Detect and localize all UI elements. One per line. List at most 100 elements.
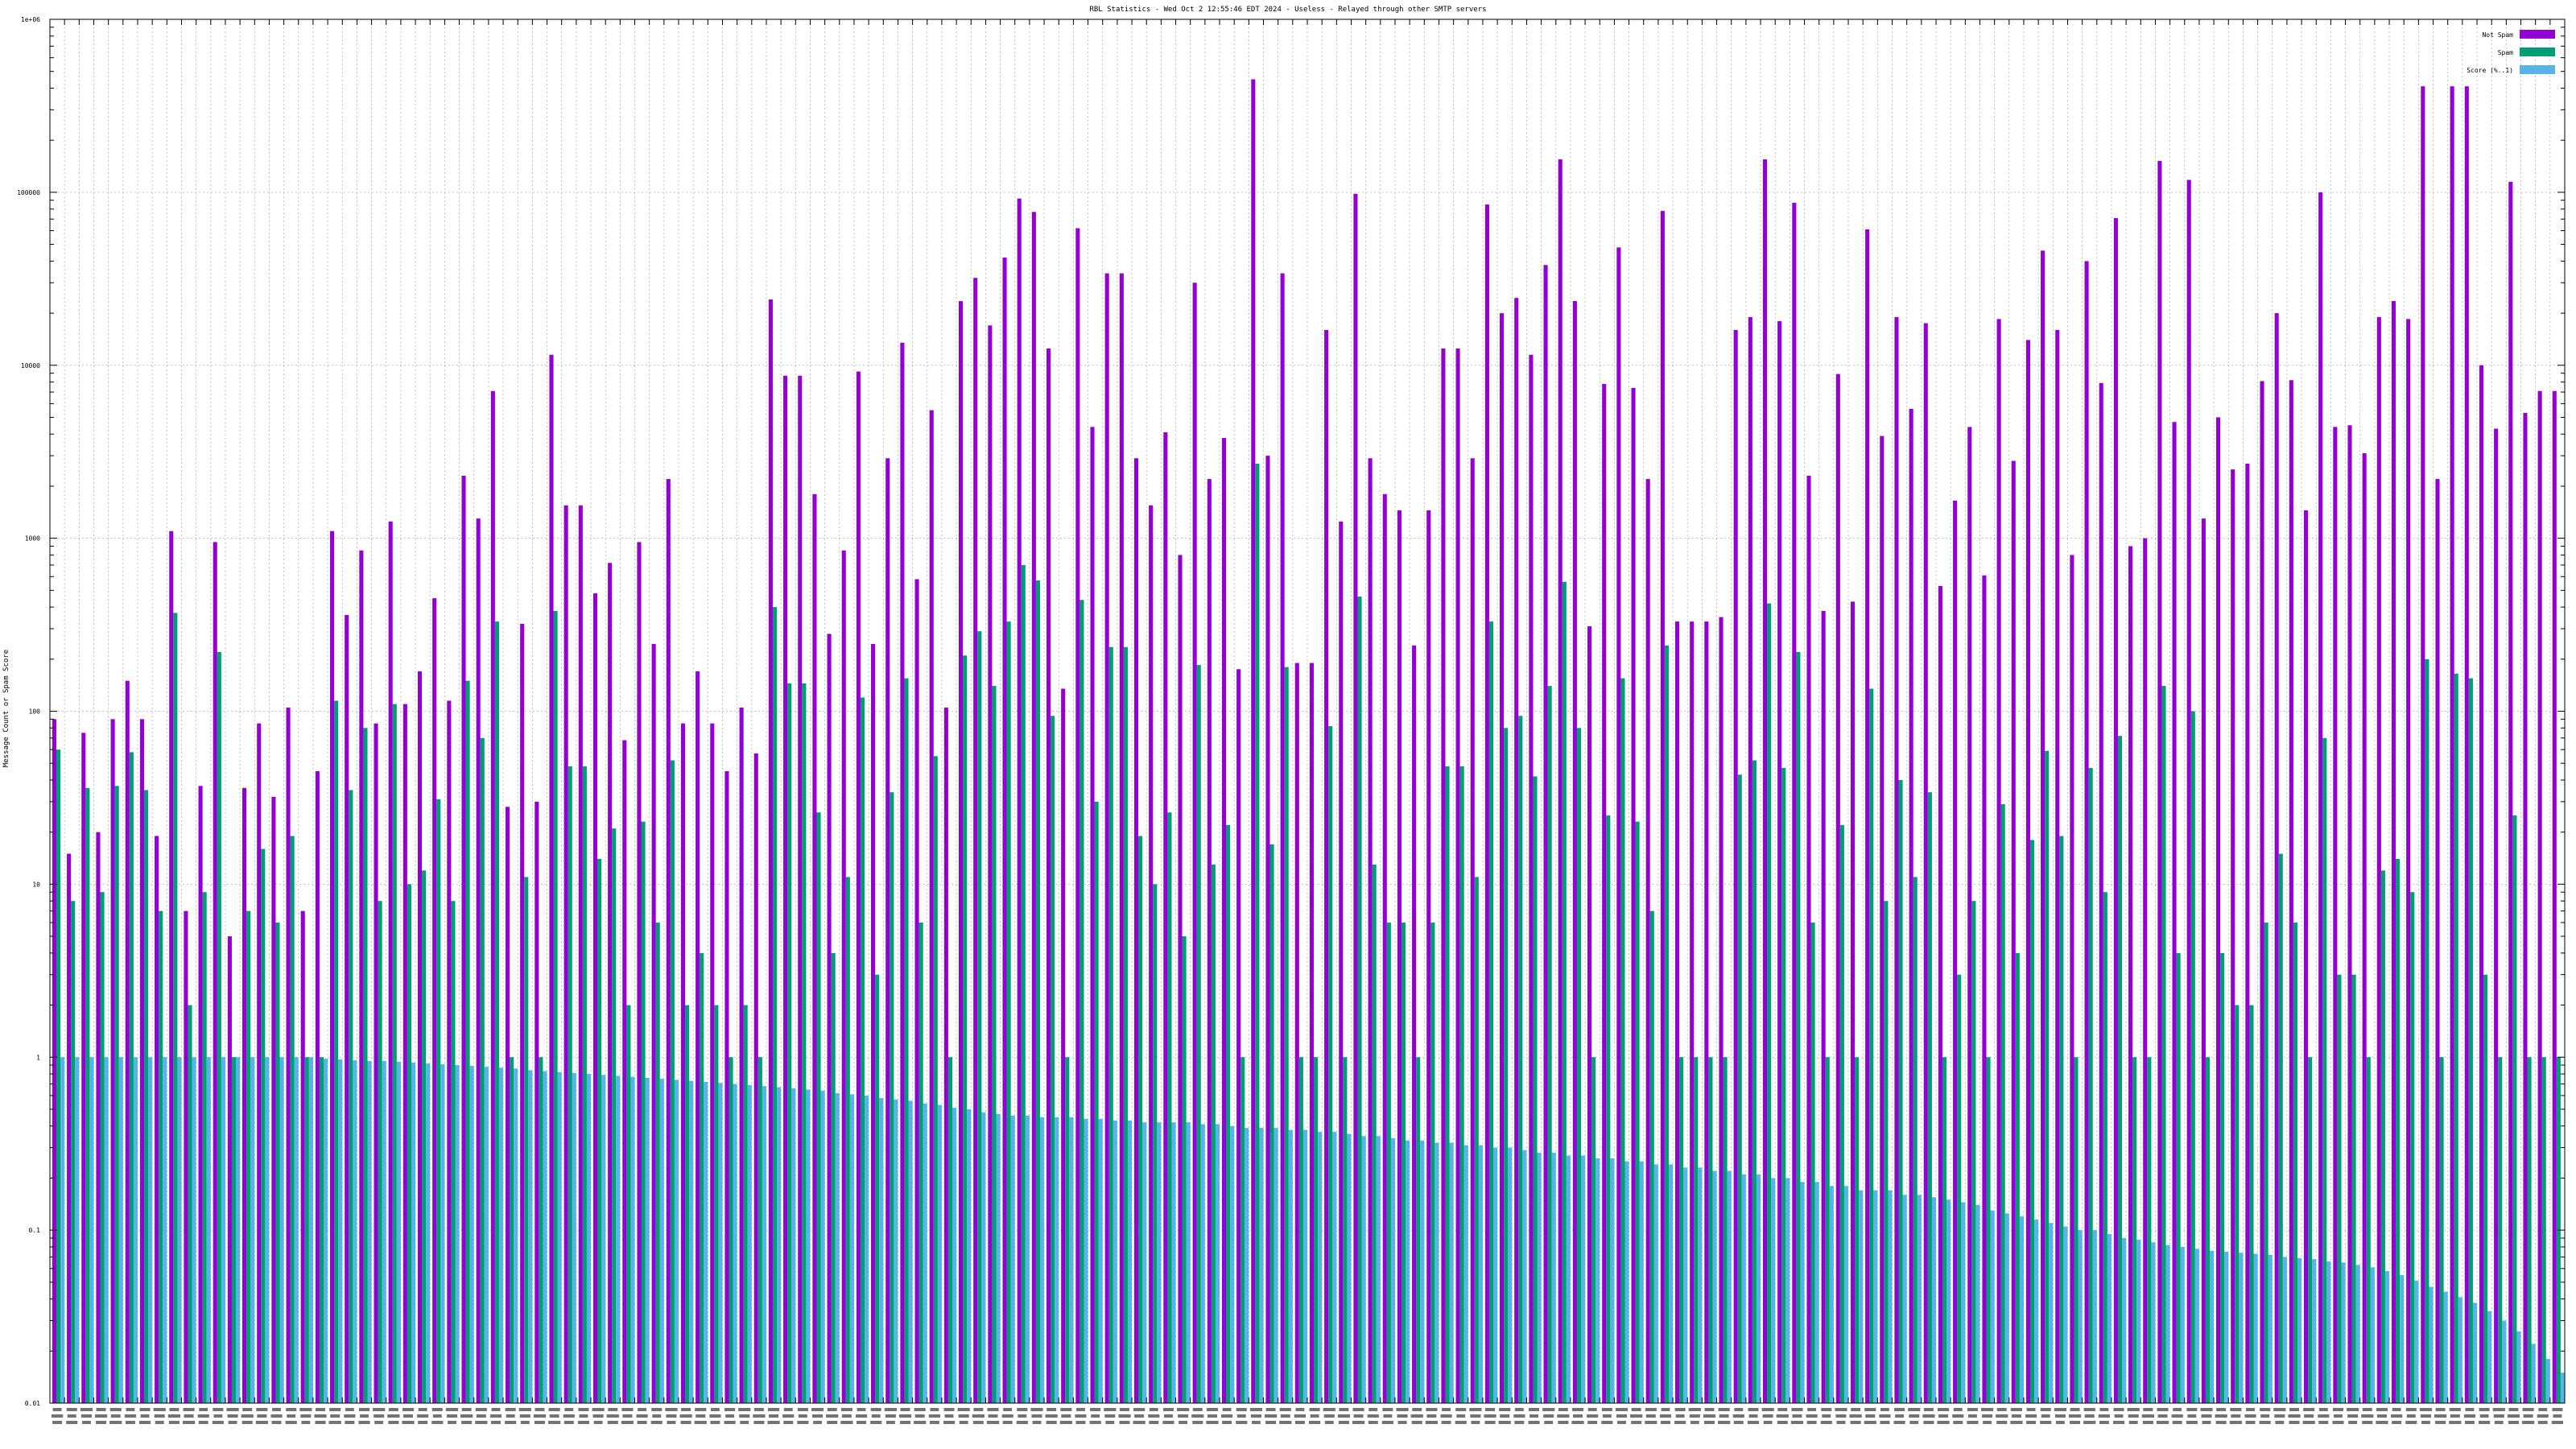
x-category-label-glyphs — [2391, 1414, 2403, 1418]
x-category-label-glyphs — [1573, 1414, 1583, 1418]
bar-spam-5 — [129, 752, 134, 1403]
x-category-label-glyphs — [1221, 1414, 1233, 1418]
y-tick-label: 0.01 — [25, 1400, 40, 1407]
bar-spam-56 — [875, 974, 880, 1403]
x-category-label-glyphs — [535, 1408, 545, 1411]
bar-not-spam-78 — [1192, 283, 1197, 1404]
x-category-label-glyphs — [1601, 1408, 1612, 1411]
bar-score-1--101 — [1537, 1153, 1542, 1403]
x-category-label-glyphs — [374, 1414, 385, 1418]
bar-not-spam-50 — [783, 375, 788, 1403]
chart-title: RBL Statistics - Wed Oct 2 12:55:46 EDT … — [1089, 6, 1486, 14]
x-category-label-glyphs — [2362, 1421, 2373, 1424]
x-category-label-glyphs — [2347, 1408, 2359, 1411]
legend-swatch — [2520, 65, 2555, 74]
bar-spam-99 — [1504, 728, 1509, 1403]
bar-not-spam-14 — [257, 723, 262, 1403]
bar-spam-75 — [1153, 884, 1158, 1404]
x-category-label-glyphs — [1514, 1421, 1525, 1424]
x-category-label-glyphs — [1206, 1408, 1219, 1411]
x-category-label-glyphs — [110, 1414, 121, 1418]
x-category-label-glyphs — [2025, 1414, 2037, 1418]
x-category-label-glyphs — [1544, 1421, 1554, 1424]
x-category-label-glyphs — [753, 1421, 765, 1424]
x-category-label-glyphs — [1045, 1414, 1058, 1418]
bar-not-spam-91 — [1382, 493, 1387, 1403]
x-category-label-glyphs — [914, 1421, 927, 1424]
bar-not-spam-4 — [110, 719, 115, 1403]
x-category-label-glyphs — [358, 1421, 370, 1424]
x-category-label-glyphs — [489, 1414, 502, 1418]
x-category-label-glyphs — [782, 1414, 795, 1418]
x-category-label-glyphs — [1003, 1408, 1013, 1411]
bar-spam-103 — [1562, 581, 1567, 1403]
x-category-label-glyphs — [1060, 1408, 1072, 1411]
x-category-label-glyphs — [1076, 1408, 1085, 1411]
x-category-label-glyphs — [2318, 1408, 2328, 1411]
x-category-label-glyphs — [417, 1414, 429, 1418]
x-category-label-glyphs — [1176, 1408, 1190, 1411]
bar-spam-17 — [304, 1057, 309, 1403]
bar-not-spam-118 — [1777, 320, 1782, 1403]
bar-score-1--79 — [1215, 1124, 1220, 1403]
bar-not-spam-41 — [651, 643, 656, 1403]
bar-spam-166 — [2483, 974, 2488, 1403]
x-category-label-glyphs — [431, 1421, 444, 1424]
bar-not-spam-39 — [622, 740, 627, 1403]
x-category-label-glyphs — [506, 1414, 515, 1418]
x-category-label-glyphs — [1367, 1414, 1379, 1418]
bar-score-1--106 — [1610, 1158, 1615, 1403]
x-category-label-glyphs — [518, 1408, 531, 1411]
x-category-label-glyphs — [1587, 1408, 1597, 1411]
x-category-label-glyphs — [138, 1421, 151, 1424]
x-category-label-glyphs — [1148, 1414, 1160, 1418]
bar-not-spam-80 — [1221, 438, 1227, 1403]
bar-score-1--64 — [996, 1113, 1001, 1403]
x-category-label-glyphs — [1880, 1408, 1889, 1411]
x-category-label-glyphs — [986, 1421, 1000, 1424]
bar-spam-14 — [261, 848, 266, 1403]
bar-spam-72 — [1108, 646, 1113, 1403]
x-category-label-glyphs — [2508, 1421, 2519, 1424]
x-category-label-glyphs — [710, 1408, 720, 1411]
x-category-label-glyphs — [2392, 1408, 2401, 1411]
x-category-label-glyphs — [490, 1421, 501, 1424]
bar-not-spam-145 — [2172, 422, 2177, 1404]
x-category-label-glyphs — [1542, 1408, 1555, 1411]
bar-score-1--3 — [104, 1057, 109, 1403]
bar-not-spam-95 — [1441, 348, 1446, 1404]
bar-score-1--49 — [777, 1087, 782, 1403]
x-category-label-glyphs — [870, 1421, 882, 1424]
x-category-label-glyphs — [315, 1421, 326, 1424]
bar-score-1--103 — [1566, 1155, 1571, 1403]
bar-spam-167 — [2498, 1057, 2503, 1403]
bar-spam-20 — [349, 790, 353, 1403]
legend-label: Not Spam — [2482, 31, 2513, 39]
x-category-label-glyphs — [1675, 1414, 1685, 1418]
bar-spam-39 — [626, 1005, 631, 1403]
x-category-label-glyphs — [739, 1414, 750, 1418]
bar-spam-9 — [188, 1005, 192, 1403]
bar-score-1--16 — [294, 1057, 299, 1403]
x-category-label-glyphs — [2551, 1421, 2564, 1424]
bar-spam-55 — [860, 697, 865, 1403]
x-category-label-glyphs — [1265, 1408, 1276, 1411]
bar-spam-90 — [1372, 864, 1377, 1403]
bar-score-1--132 — [1990, 1210, 1995, 1403]
bar-spam-32 — [524, 877, 529, 1403]
x-category-label-glyphs — [651, 1408, 663, 1411]
x-category-label-glyphs — [1323, 1408, 1335, 1411]
bar-not-spam-51 — [798, 375, 803, 1403]
x-category-label-glyphs — [928, 1414, 940, 1418]
bar-spam-154 — [2308, 1057, 2313, 1403]
bar-not-spam-64 — [988, 325, 993, 1404]
bar-score-1--38 — [616, 1075, 621, 1403]
bar-not-spam-154 — [2303, 510, 2309, 1404]
bar-score-1--42 — [674, 1080, 679, 1403]
x-category-label-glyphs — [870, 1408, 881, 1411]
x-category-label-glyphs — [1426, 1414, 1437, 1418]
bar-not-spam-10 — [198, 786, 203, 1403]
bar-spam-94 — [1430, 923, 1435, 1403]
x-category-label-glyphs — [2479, 1421, 2491, 1424]
bar-spam-22 — [378, 901, 382, 1403]
